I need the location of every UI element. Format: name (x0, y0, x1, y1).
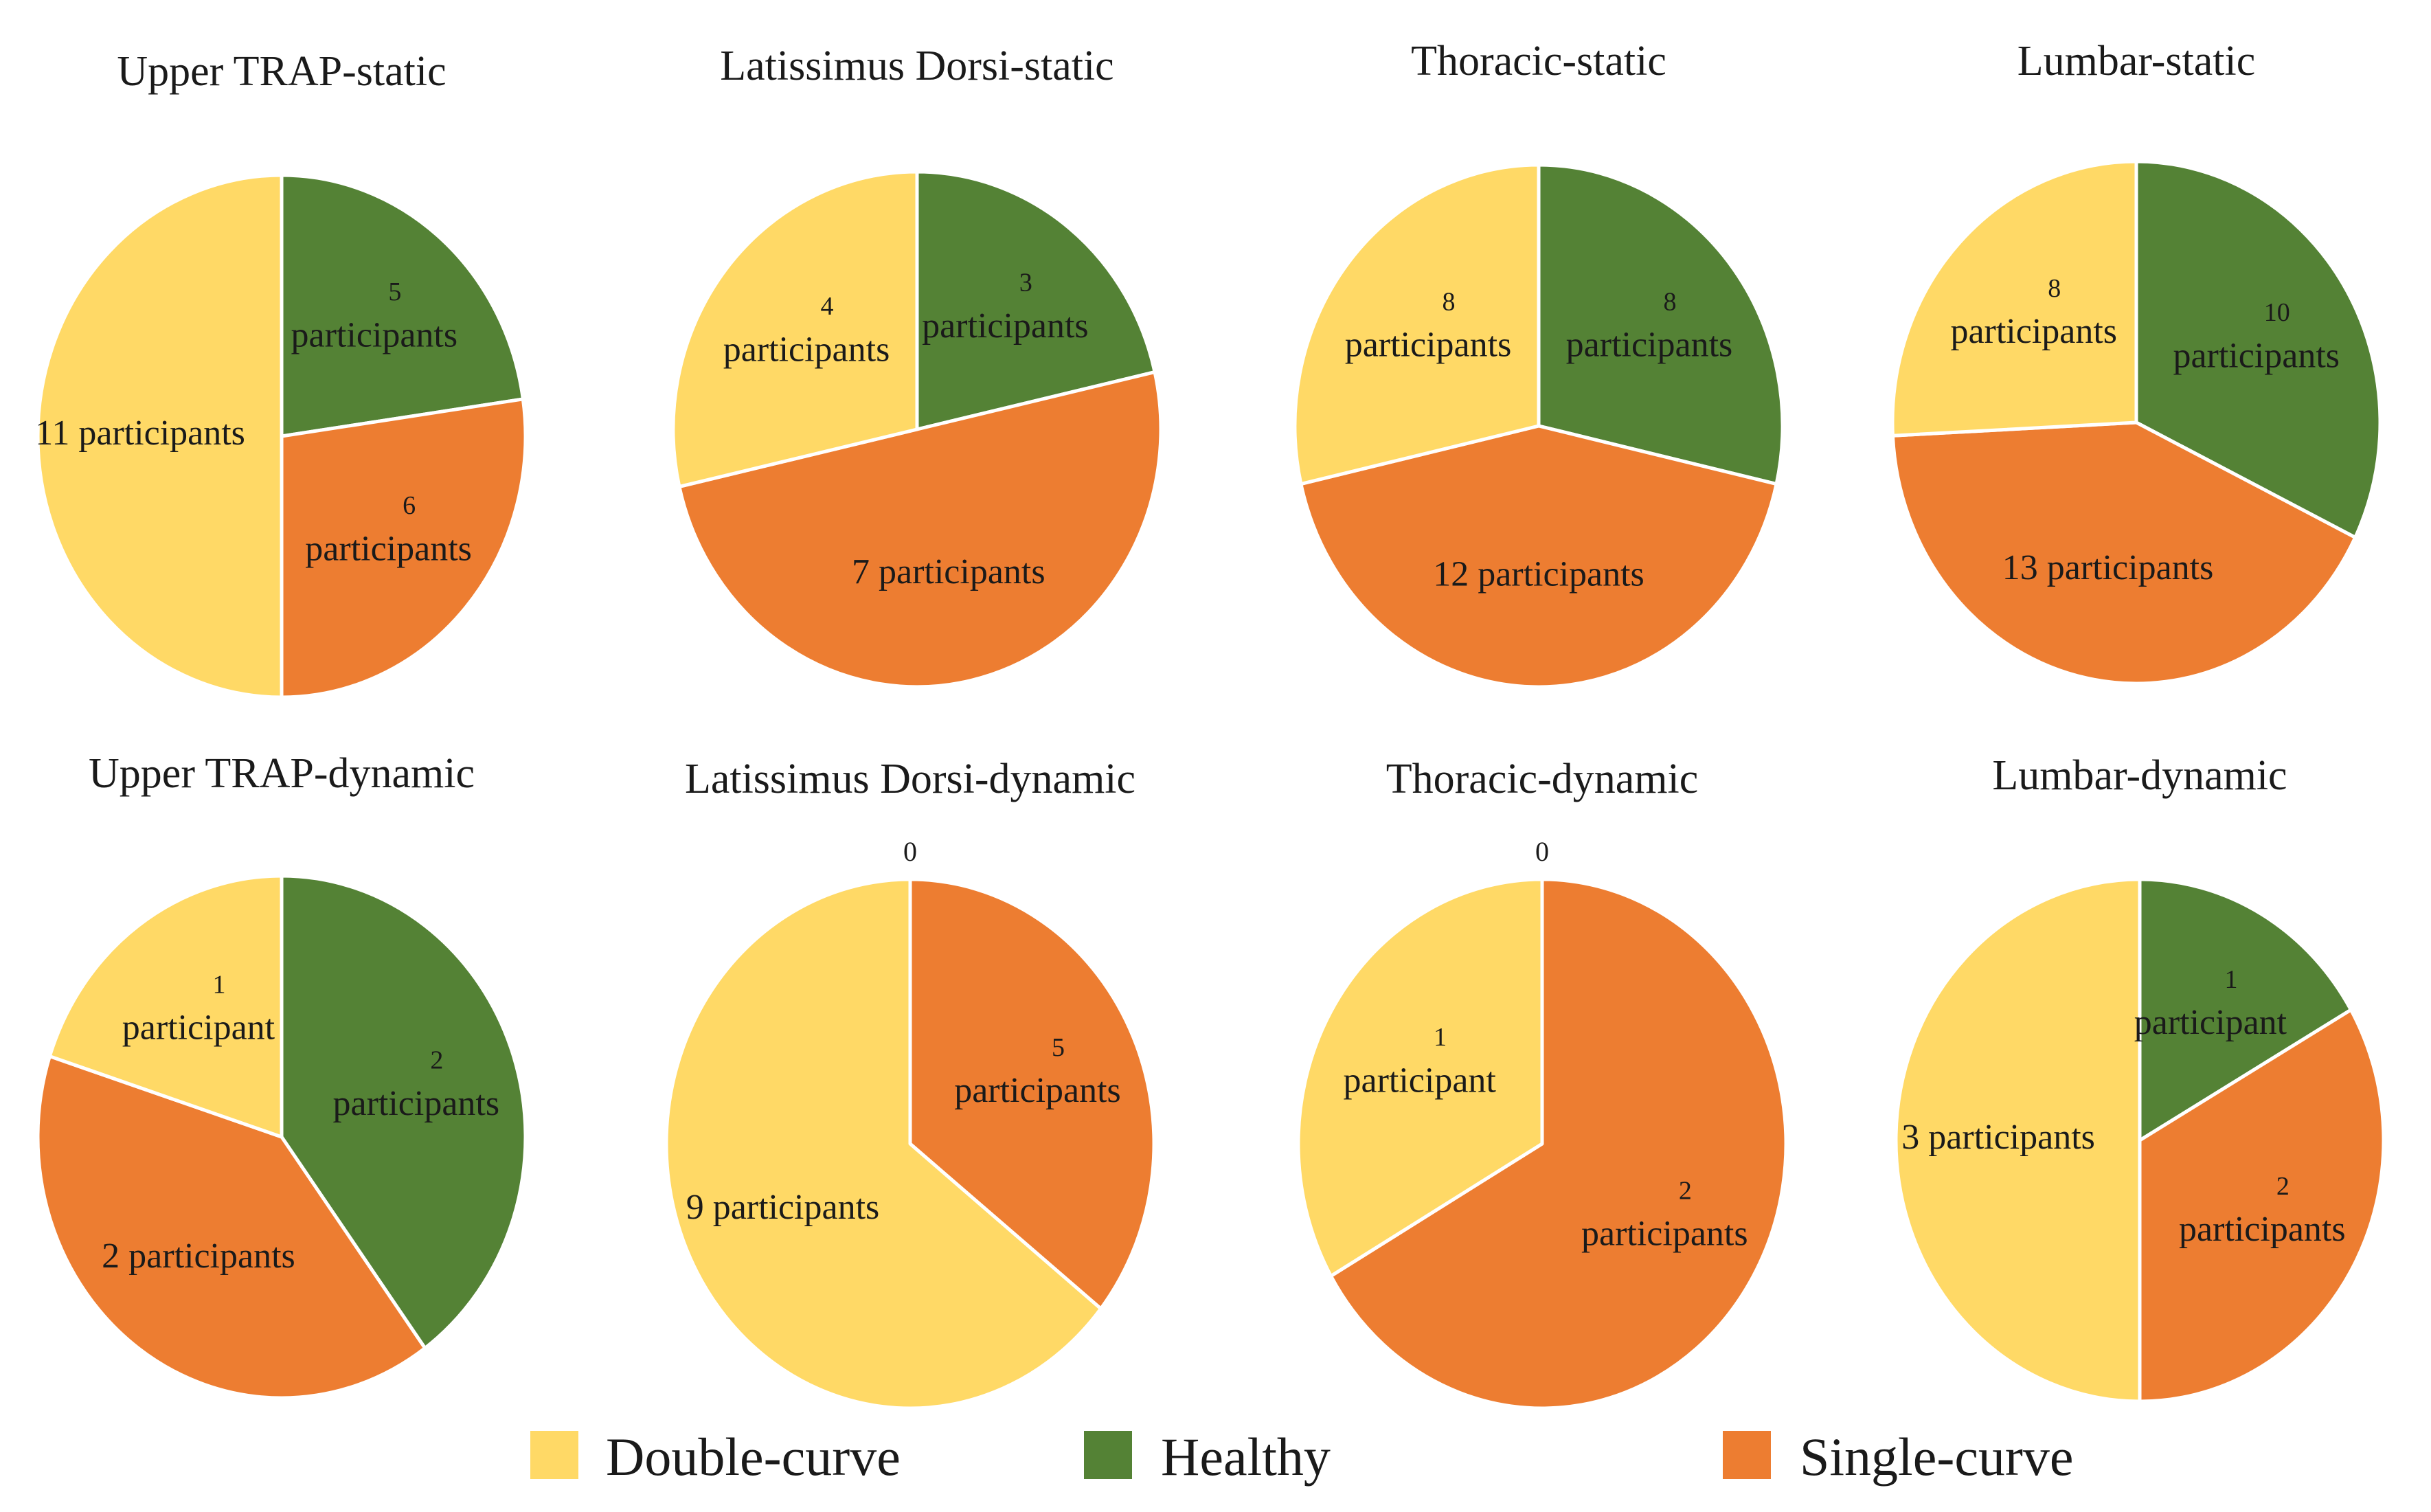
slice-label-single-curve-unit: participants (1581, 1215, 1748, 1254)
pie-chart-upper-trap-static: Upper TRAP-static 5 participants 6 participa… (35, 48, 528, 699)
slice-label-single-curve-unit: participants (2179, 1210, 2346, 1249)
pie-slice-single-curve (677, 370, 1163, 689)
slice-label-healthy-value: 1 (2224, 965, 2237, 994)
slice-label-double-curve-value: 4 (821, 292, 834, 321)
slice-label-double-curve-value: 1 (212, 970, 225, 999)
slice-label-healthy-unit: participants (922, 306, 1089, 346)
pie-slice-double-curve (671, 170, 919, 488)
pie-slice-healthy (915, 170, 1157, 431)
slice-label-double-curve-unit: participants (723, 330, 890, 369)
slice-label-double-curve-unit: participants (1345, 326, 1512, 365)
chart-title: Lumbar-dynamic (1992, 752, 2287, 799)
pie-slice-double-curve (36, 173, 284, 699)
pie-slice-healthy (280, 173, 525, 438)
slice-label-healthy-value: 5 (388, 278, 401, 306)
slice-label-double-curve-value: 1 (1434, 1023, 1447, 1052)
chart-title: Thoracic-static (1411, 38, 1666, 84)
slice-label-healthy-value: 2 (430, 1046, 443, 1075)
pie-slice-double-curve (47, 874, 284, 1139)
pie-slice-single-curve (280, 397, 528, 699)
chart-title: Latissimus Dorsi-dynamic (685, 756, 1135, 802)
chart-title: Thoracic-dynamic (1386, 756, 1698, 802)
slice-label-single-curve: 2 participants (102, 1237, 295, 1276)
slice-label-healthy-value: 0 (903, 836, 917, 867)
slice-label-healthy-value: 10 (2264, 298, 2290, 327)
slice-label-single-curve: 12 participants (1433, 554, 1644, 594)
slice-label-healthy-unit: participant (2134, 1003, 2287, 1042)
pie-slice-double-curve (1890, 159, 2138, 438)
pie-slice-single-curve (2138, 1008, 2386, 1403)
slice-label-double-curve-unit: participant (122, 1008, 275, 1048)
legend-label-healthy: Healthy (1161, 1427, 1331, 1487)
pie-slice-healthy (2134, 159, 2382, 539)
slice-label-single-curve-value: 5 (1052, 1033, 1065, 1062)
pie-slice-double-curve (1894, 877, 2142, 1403)
legend-swatch-single-curve (1723, 1431, 1771, 1479)
slice-label-healthy-unit: participants (333, 1084, 500, 1123)
pie-chart-thoracic-static: Thoracic-static 8 participants 12 participa… (1293, 38, 1785, 689)
slice-label-double-curve: 3 participants (1901, 1118, 2095, 1157)
chart-title: Lumbar-static (2017, 38, 2256, 84)
slice-label-double-curve-unit: participant (1344, 1061, 1497, 1100)
slice-label-healthy-value: 0 (1535, 836, 1549, 867)
slice-label-double-curve-unit: participants (1950, 312, 2117, 351)
pie-chart-lumbar-dynamic: Lumbar-dynamic 1 participant 2 participants 3… (1894, 752, 2386, 1403)
pie-chart-lumbar-static: Lumbar-static 10 participants 13 participan… (1890, 38, 2382, 686)
pie-slice-healthy (2138, 877, 2353, 1142)
slice-label-healthy-value: 8 (1663, 287, 1676, 316)
slice-label-single-curve-value: 2 (2276, 1172, 2289, 1201)
chart-title: Upper TRAP-static (117, 48, 446, 95)
pie-slice-single-curve (1299, 424, 1778, 689)
slice-label-single-curve-value: 2 (1679, 1176, 1692, 1205)
legend-swatch-double-curve (530, 1431, 578, 1479)
pie-slice-healthy (280, 874, 528, 1350)
pie-slice-single-curve (1890, 420, 2357, 686)
pie-chart-latissimus-dorsi-dynamic: Latissimus Dorsi-dynamic 0 5 participants 9 … (664, 756, 1156, 1410)
slice-label-double-curve: 9 participants (686, 1188, 880, 1227)
slice-label-single-curve: 7 participants (852, 552, 1045, 591)
pie-chart-latissimus-dorsi-static: Latissimus Dorsi-static 3 participants 7 pa… (671, 43, 1163, 689)
slice-label-double-curve: 11 participants (35, 414, 245, 453)
chart-title: Latissimus Dorsi-static (720, 43, 1113, 89)
slice-label-healthy-unit: participants (1566, 326, 1733, 365)
pie-slice-double-curve (1293, 163, 1541, 486)
pie-slice-single-curve (36, 1054, 427, 1400)
slice-label-healthy-value: 3 (1019, 269, 1032, 297)
slice-label-double-curve-value: 8 (1443, 287, 1456, 316)
slice-label-healthy-unit: participants (291, 315, 458, 354)
pie-chart-thoracic-dynamic: Thoracic-dynamic 0 2 participants 1 participa… (1296, 756, 1788, 1410)
pie-slice-healthy (1537, 163, 1785, 486)
slice-label-single-curve-value: 6 (403, 491, 416, 520)
legend-swatch-healthy (1084, 1431, 1132, 1479)
slice-label-single-curve: 13 participants (2002, 548, 2214, 587)
chart-title: Upper TRAP-dynamic (89, 750, 475, 797)
slice-label-double-curve-value: 8 (2048, 274, 2061, 303)
pie-chart-upper-trap-dynamic: Upper TRAP-dynamic 2 participants 2 partici… (36, 750, 528, 1400)
slice-label-single-curve-unit: participants (305, 529, 472, 568)
legend-label-double-curve: Double-curve (606, 1427, 901, 1487)
pie-slice-single-curve (908, 877, 1156, 1311)
slice-label-single-curve-unit: participants (954, 1071, 1121, 1110)
pie-slice-single-curve (1329, 877, 1788, 1410)
slice-label-healthy-unit: participants (2173, 336, 2340, 375)
pie-slice-double-curve (664, 877, 1103, 1410)
legend-label-single-curve: Single-curve (1800, 1427, 2074, 1487)
pie-slice-double-curve (1296, 877, 1544, 1278)
